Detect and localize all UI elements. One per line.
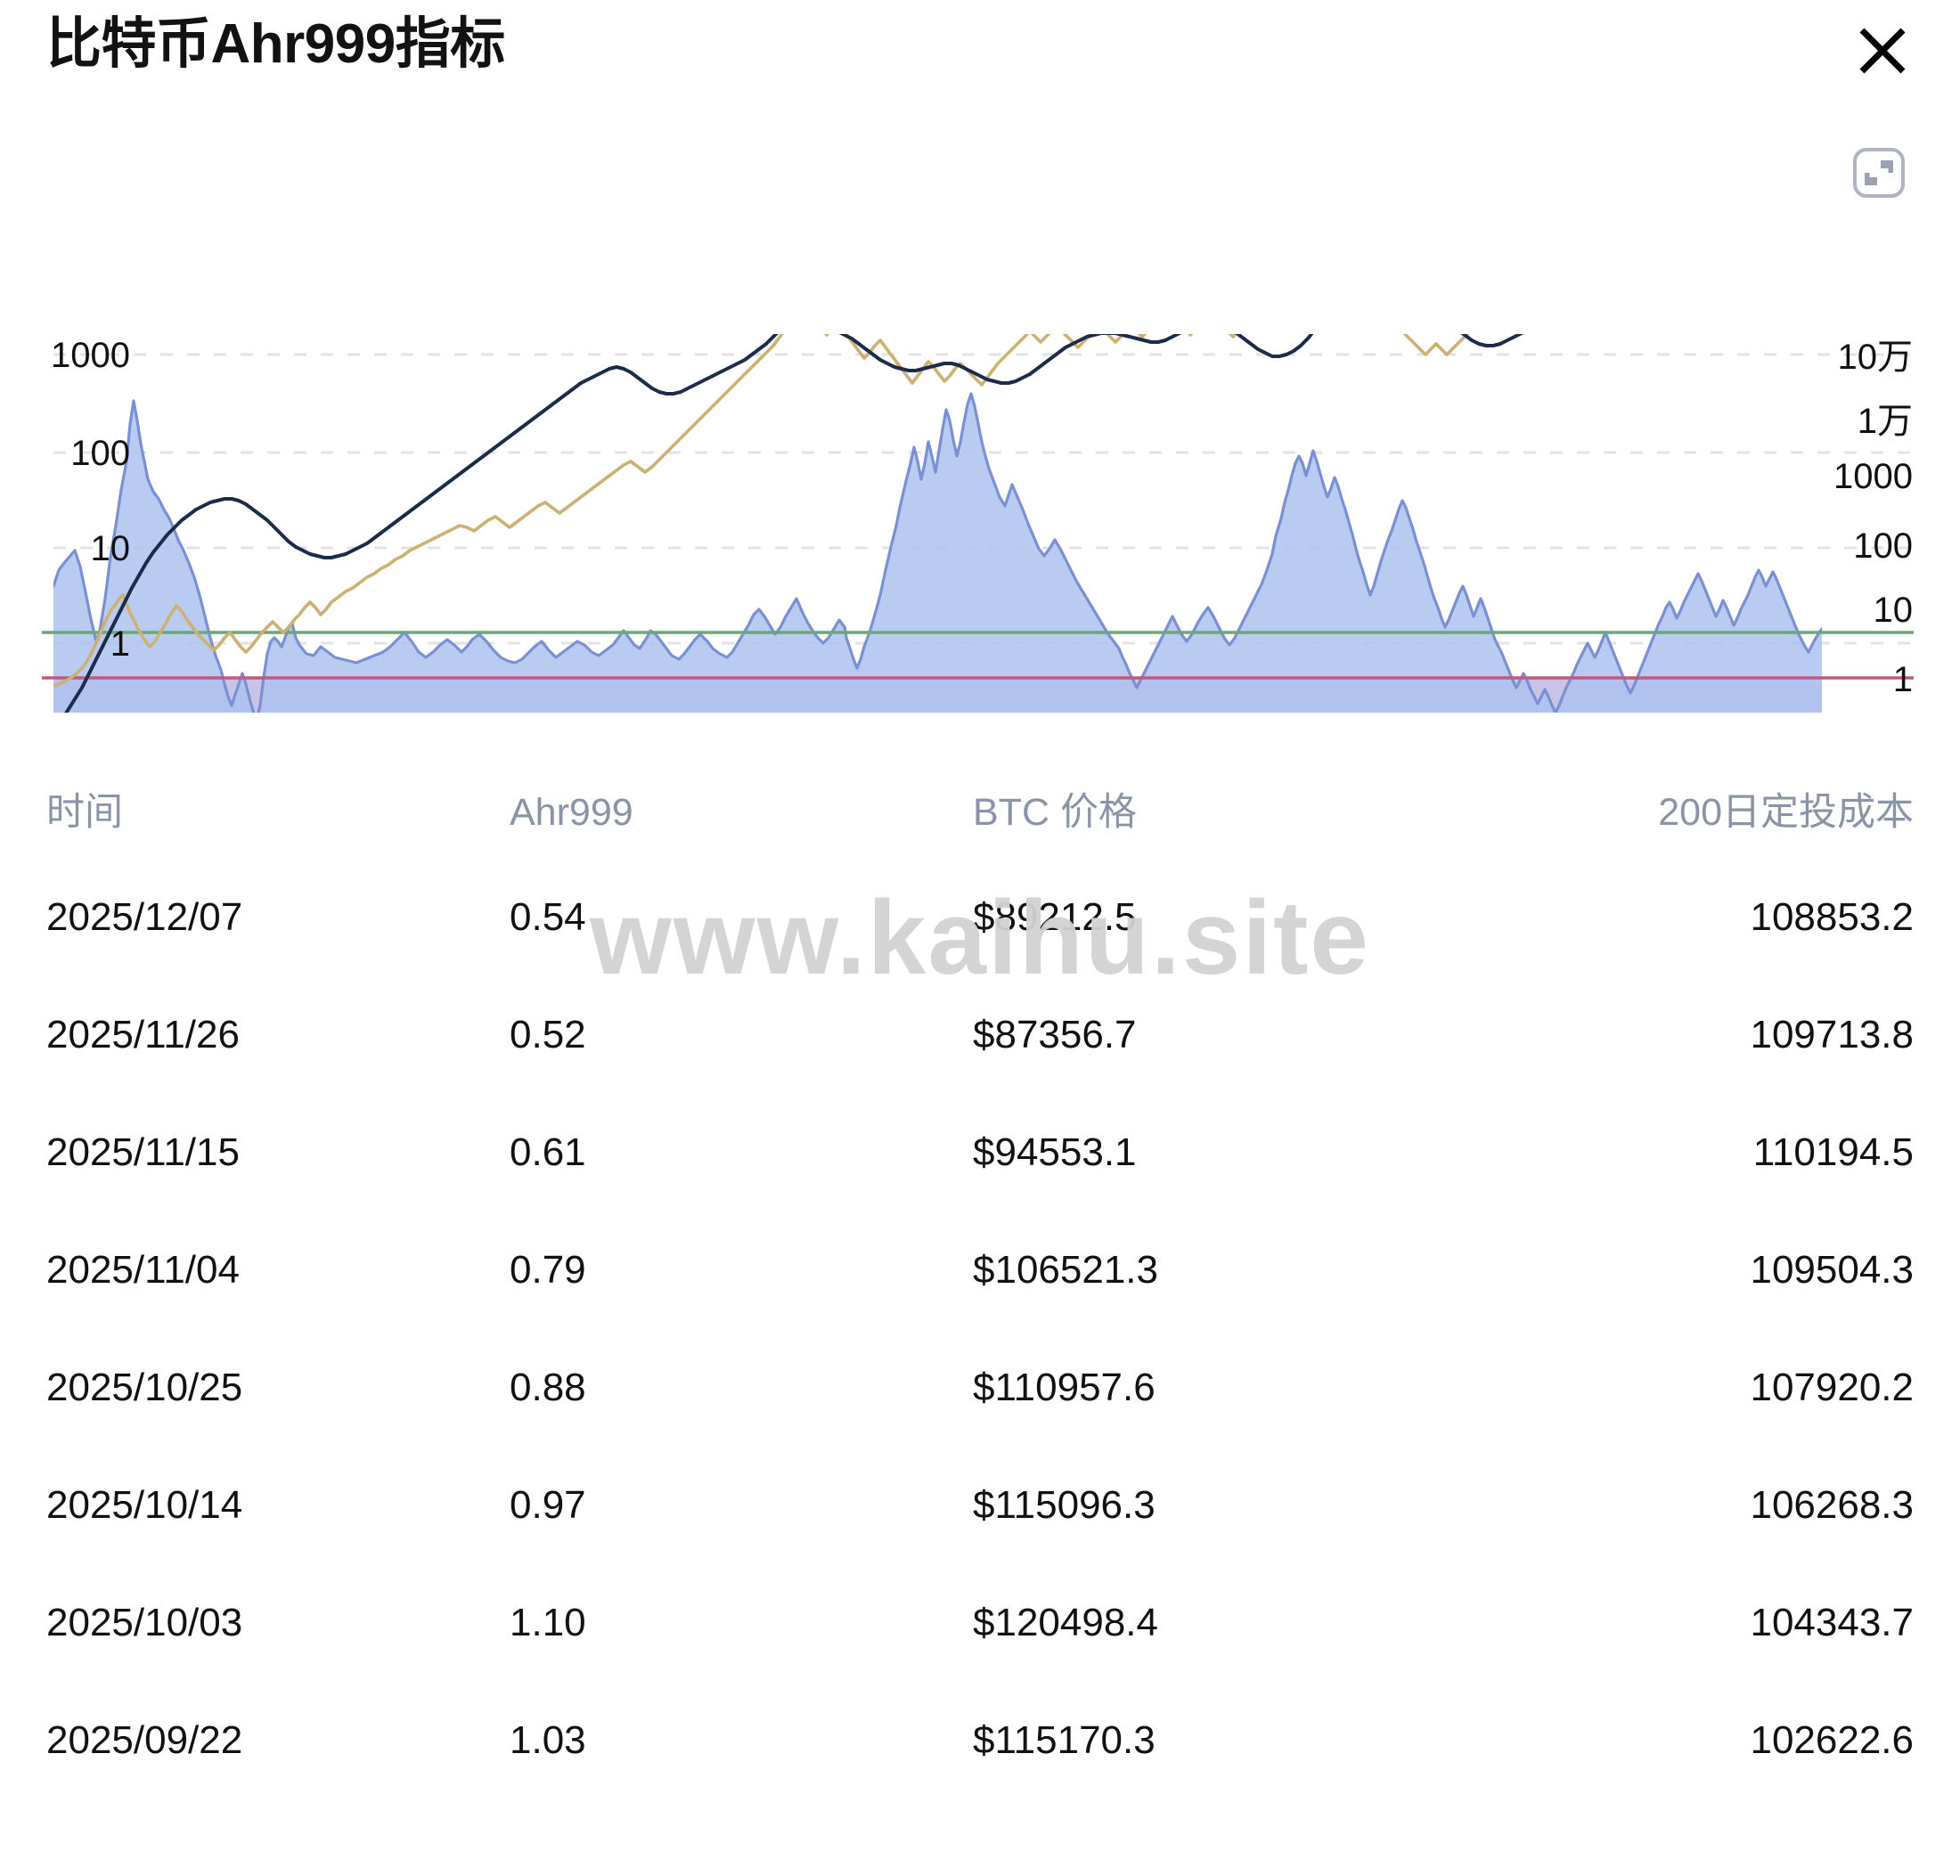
table-row[interactable]: 2025/12/07 0.54 $89212.5 108853.2 <box>0 859 1960 976</box>
cell-cost-200d: 102622.6 <box>1750 1718 1914 1762</box>
cell-btc-price: $115096.3 <box>973 1483 1156 1527</box>
btc-price-line <box>53 334 1470 688</box>
cell-time: 2025/09/22 <box>46 1718 243 1762</box>
table-row[interactable]: 2025/11/04 0.79 $106521.3 109504.3 <box>0 1211 1960 1329</box>
page-header: 比特币Ahr999指标 <box>0 0 1960 107</box>
cell-time: 2025/10/14 <box>46 1483 243 1527</box>
right-axis-labels: 10万 1万 1000 100 10 1 0.1 <box>1833 338 1914 699</box>
column-header-cost-200d: 200日定投成本 <box>1658 790 1914 834</box>
cell-btc-price: $87356.7 <box>973 1013 1137 1056</box>
ahr999-line <box>53 392 1822 713</box>
cell-ahr999: 0.79 <box>510 1248 586 1292</box>
cell-time: 2025/11/04 <box>46 1248 240 1292</box>
cell-cost-200d: 106268.3 <box>1750 1483 1914 1527</box>
cell-btc-price: $106521.3 <box>973 1248 1158 1292</box>
cell-cost-200d: 109504.3 <box>1750 1248 1914 1292</box>
svg-text:1000: 1000 <box>51 336 130 375</box>
svg-text:1万: 1万 <box>1858 402 1913 441</box>
cell-ahr999: 0.88 <box>510 1366 586 1409</box>
cell-btc-price: $94553.1 <box>973 1130 1137 1174</box>
cell-cost-200d: 109713.8 <box>1750 1013 1914 1056</box>
svg-text:10: 10 <box>91 529 131 568</box>
cell-time: 2025/10/25 <box>46 1366 243 1409</box>
cell-ahr999: 1.03 <box>510 1718 586 1762</box>
table-row[interactable]: 2025/11/15 0.61 $94553.1 110194.5 <box>0 1094 1960 1211</box>
fullscreen-icon[interactable] <box>1851 147 1907 199</box>
ahr999-area <box>53 394 1822 713</box>
cell-btc-price: $89212.5 <box>973 895 1137 939</box>
cell-ahr999: 0.54 <box>510 895 586 939</box>
cell-time: 2025/11/15 <box>46 1130 240 1174</box>
table-row[interactable]: 2025/11/26 0.52 $87356.7 109713.8 <box>0 976 1960 1094</box>
column-header-time: 时间 <box>46 790 123 834</box>
cell-btc-price: $120498.4 <box>973 1601 1158 1644</box>
svg-text:100: 100 <box>1853 526 1913 566</box>
cell-cost-200d: 104343.7 <box>1750 1601 1914 1644</box>
table-row[interactable]: 2025/09/22 1.03 $115170.3 102622.6 <box>0 1682 1960 1799</box>
cell-cost-200d: 110194.5 <box>1752 1130 1914 1174</box>
cell-ahr999: 1.10 <box>510 1601 586 1644</box>
svg-text:1: 1 <box>1893 660 1913 699</box>
close-icon[interactable] <box>1848 16 1917 86</box>
cell-btc-price: $115170.3 <box>973 1718 1156 1762</box>
indicator-history-table: 时间 Ahr999 BTC 价格 200日定投成本 2025/12/07 0.5… <box>0 766 1960 1799</box>
cell-time: 2025/11/26 <box>46 1013 240 1056</box>
svg-text:10万: 10万 <box>1838 338 1914 377</box>
column-header-btc-price: BTC 价格 <box>973 790 1137 834</box>
svg-text:1: 1 <box>110 624 130 664</box>
cell-ahr999: 0.61 <box>510 1130 586 1174</box>
cell-btc-price: $110957.6 <box>973 1366 1156 1409</box>
table-row[interactable]: 2025/10/03 1.10 $120498.4 104343.7 <box>0 1564 1960 1682</box>
cell-time: 2025/10/03 <box>46 1601 243 1644</box>
cell-time: 2025/12/07 <box>46 895 243 939</box>
cell-cost-200d: 107920.2 <box>1750 1366 1914 1409</box>
cell-ahr999: 0.97 <box>510 1483 586 1527</box>
page-title: 比特币Ahr999指标 <box>46 13 505 75</box>
table-row[interactable]: 2025/10/25 0.88 $110957.6 107920.2 <box>0 1329 1960 1447</box>
cell-cost-200d: 108853.2 <box>1750 895 1914 939</box>
svg-text:1000: 1000 <box>1833 457 1913 496</box>
chart-panel: 1000 100 10 1 0.1 10万 1万 1000 100 10 1 0… <box>0 107 1960 713</box>
ahr999-chart[interactable]: 1000 100 10 1 0.1 10万 1万 1000 100 10 1 0… <box>0 107 1960 713</box>
cell-ahr999: 0.52 <box>510 1013 586 1056</box>
left-axis-labels: 1000 100 10 1 0.1 <box>51 336 131 664</box>
svg-text:100: 100 <box>70 434 130 473</box>
column-header-ahr999: Ahr999 <box>510 790 633 834</box>
cost-200d-line <box>64 334 1524 713</box>
svg-text:10: 10 <box>1874 591 1914 630</box>
table-row[interactable]: 2025/10/14 0.97 $115096.3 106268.3 <box>0 1447 1960 1564</box>
table-header-row: 时间 Ahr999 BTC 价格 200日定投成本 <box>0 766 1960 859</box>
